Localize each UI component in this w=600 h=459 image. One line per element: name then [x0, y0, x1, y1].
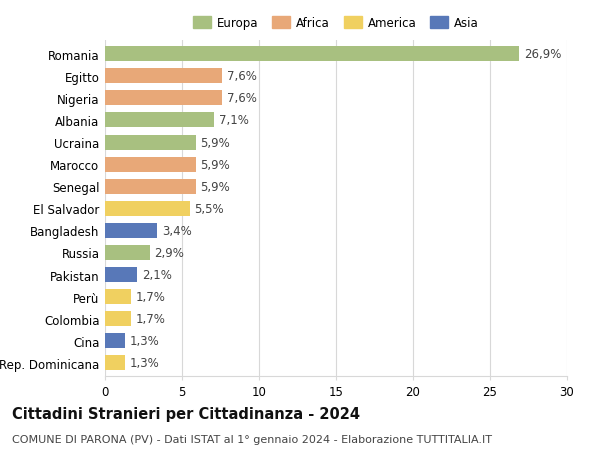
Bar	[105, 334, 125, 348]
Text: 26,9%: 26,9%	[524, 48, 561, 61]
Bar	[105, 312, 131, 326]
Text: 5,9%: 5,9%	[200, 180, 230, 193]
Bar	[105, 113, 214, 128]
Text: 5,9%: 5,9%	[200, 158, 230, 171]
Bar	[105, 224, 157, 238]
Bar	[105, 246, 149, 260]
Text: 1,3%: 1,3%	[130, 335, 160, 347]
Bar	[105, 69, 222, 84]
Text: 7,6%: 7,6%	[227, 70, 257, 83]
Text: COMUNE DI PARONA (PV) - Dati ISTAT al 1° gennaio 2024 - Elaborazione TUTTITALIA.: COMUNE DI PARONA (PV) - Dati ISTAT al 1°…	[12, 434, 492, 444]
Text: 1,7%: 1,7%	[136, 291, 166, 303]
Text: Cittadini Stranieri per Cittadinanza - 2024: Cittadini Stranieri per Cittadinanza - 2…	[12, 406, 360, 421]
Text: 3,4%: 3,4%	[162, 224, 192, 237]
Bar	[105, 135, 196, 150]
Text: 7,1%: 7,1%	[219, 114, 249, 127]
Bar	[105, 47, 519, 62]
Legend: Europa, Africa, America, Asia: Europa, Africa, America, Asia	[191, 14, 481, 32]
Text: 5,9%: 5,9%	[200, 136, 230, 149]
Text: 5,5%: 5,5%	[194, 202, 224, 215]
Bar	[105, 356, 125, 371]
Text: 1,7%: 1,7%	[136, 313, 166, 325]
Bar	[105, 290, 131, 304]
Bar	[105, 202, 190, 216]
Text: 2,9%: 2,9%	[154, 246, 184, 259]
Bar	[105, 157, 196, 172]
Bar	[105, 179, 196, 194]
Bar	[105, 91, 222, 106]
Text: 1,3%: 1,3%	[130, 357, 160, 369]
Text: 2,1%: 2,1%	[142, 269, 172, 281]
Bar	[105, 268, 137, 282]
Text: 7,6%: 7,6%	[227, 92, 257, 105]
